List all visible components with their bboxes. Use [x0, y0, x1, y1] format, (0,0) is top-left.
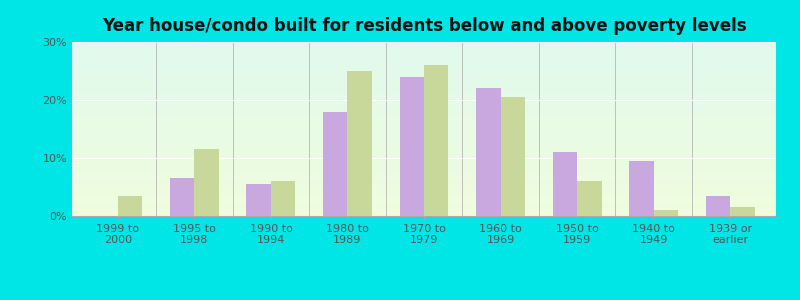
Bar [170, 178, 194, 216]
Bar [476, 88, 501, 216]
Bar [323, 112, 347, 216]
Bar [629, 161, 654, 216]
Bar [399, 77, 424, 216]
Bar [577, 181, 602, 216]
Bar [424, 65, 449, 216]
Bar [194, 149, 219, 216]
Bar [271, 181, 295, 216]
Bar [553, 152, 577, 216]
Bar [730, 207, 754, 216]
Title: Year house/condo built for residents below and above poverty levels: Year house/condo built for residents bel… [102, 17, 746, 35]
Bar [347, 71, 372, 216]
Bar [501, 97, 525, 216]
Bar [118, 196, 142, 216]
Bar [246, 184, 271, 216]
Bar [706, 196, 730, 216]
Bar [654, 210, 678, 216]
